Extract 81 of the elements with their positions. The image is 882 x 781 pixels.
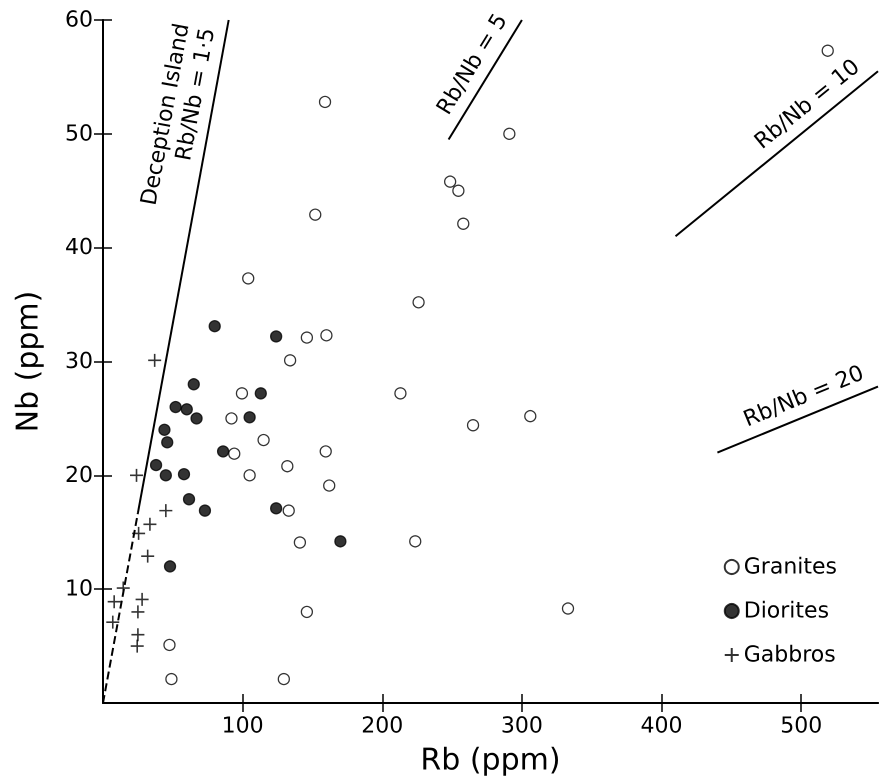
point [228, 448, 240, 460]
point [270, 330, 282, 343]
point [309, 208, 322, 221]
point [524, 410, 536, 422]
legend-label: Gabbros [744, 642, 836, 668]
point [323, 479, 336, 492]
point [320, 445, 332, 458]
point [243, 411, 256, 424]
text: Deception Island Rb/Nb = 1·5 [136, 21, 220, 208]
point [243, 469, 256, 482]
point [334, 535, 347, 548]
point [300, 606, 314, 618]
point [412, 296, 425, 308]
point [178, 468, 190, 480]
y-tick-label: 30 [65, 349, 93, 374]
point [150, 458, 162, 472]
point [165, 672, 178, 686]
point [158, 503, 174, 518]
text: Rb/Nb = 20 [740, 360, 868, 432]
point [130, 638, 145, 654]
y-tick-label: 10 [65, 576, 93, 602]
point [142, 516, 158, 532]
point [562, 602, 574, 615]
point [131, 526, 146, 541]
point [216, 445, 230, 458]
point [158, 424, 171, 436]
y-tick-label: 50 [65, 121, 93, 146]
point [294, 536, 306, 549]
point [129, 468, 144, 483]
point [457, 218, 470, 230]
point [394, 387, 407, 400]
point [208, 320, 221, 332]
point [300, 331, 314, 344]
point [225, 412, 238, 425]
point [190, 412, 203, 425]
point [503, 128, 516, 140]
y-tick-label: 20 [65, 462, 93, 488]
x-tick-label: 300 [500, 714, 543, 738]
point [822, 44, 834, 57]
y-tick-label: 40 [65, 235, 93, 260]
point [188, 378, 200, 390]
point [160, 469, 172, 482]
point [105, 614, 120, 630]
point [164, 560, 176, 573]
point [106, 594, 122, 609]
point [134, 592, 150, 607]
point [169, 400, 182, 414]
point [281, 460, 294, 472]
point [236, 387, 248, 400]
legend-label: Granites [744, 554, 838, 580]
x-tick-label: 400 [640, 714, 683, 738]
x-tick-label: 200 [361, 714, 404, 738]
point [182, 493, 196, 506]
x-axis-title: Rb (ppm) [420, 742, 561, 778]
point [161, 436, 174, 448]
point [130, 604, 146, 620]
point [318, 96, 332, 108]
point [254, 387, 267, 400]
point [284, 354, 296, 367]
point [147, 353, 162, 368]
x-tick-label: 100 [222, 714, 264, 738]
point [242, 272, 254, 285]
point [444, 175, 456, 188]
point [116, 580, 131, 596]
point [198, 504, 212, 517]
point [140, 548, 155, 564]
point [466, 419, 480, 432]
point [163, 638, 176, 652]
point [282, 504, 295, 517]
x-tick-label: 500 [780, 714, 822, 738]
y-tick-label: 60 [65, 8, 93, 32]
point [320, 329, 333, 342]
y-axis-title: Nb (ppm) [10, 290, 46, 432]
point [278, 672, 290, 686]
point [270, 502, 282, 514]
point [452, 184, 465, 197]
point [130, 627, 146, 642]
point [180, 403, 193, 416]
legend-label: Diorites [744, 598, 830, 624]
point [409, 535, 422, 548]
point [257, 434, 270, 446]
